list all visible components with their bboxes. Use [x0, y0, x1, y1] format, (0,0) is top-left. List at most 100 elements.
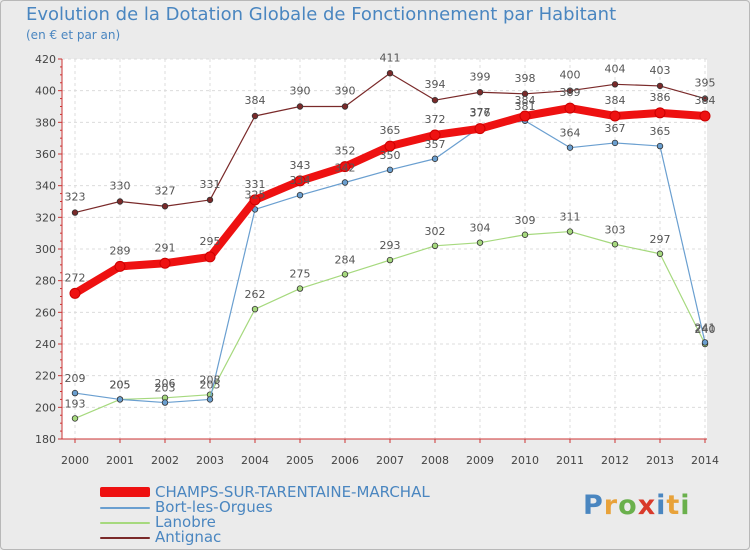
data-label: 404	[605, 62, 626, 75]
data-label: 395	[695, 77, 716, 90]
data-point	[114, 260, 126, 272]
data-point	[204, 251, 216, 263]
data-point	[206, 196, 214, 204]
y-tick-label: 420	[35, 53, 56, 66]
data-point	[71, 209, 79, 216]
data-label: 384	[695, 94, 716, 107]
data-label: 241	[695, 321, 716, 334]
data-point	[474, 123, 486, 135]
data-label: 295	[200, 235, 221, 248]
data-label: 206	[155, 377, 176, 390]
data-label: 297	[650, 233, 671, 246]
data-label: 411	[380, 51, 401, 64]
data-point	[611, 81, 619, 88]
data-label: 384	[245, 94, 266, 107]
data-label: 403	[650, 64, 671, 77]
data-point	[296, 191, 304, 199]
data-point	[69, 287, 81, 299]
data-point	[566, 144, 574, 151]
data-label: 205	[200, 378, 221, 391]
data-point	[476, 89, 484, 96]
data-point	[656, 82, 664, 90]
data-label: 357	[425, 138, 446, 151]
data-point	[116, 198, 124, 205]
data-label: 376	[470, 107, 491, 120]
data-point	[656, 250, 664, 257]
data-label: 400	[560, 69, 581, 82]
data-label: 352	[335, 145, 356, 158]
y-tick-label: 220	[35, 370, 56, 383]
legend-label: CHAMPS-SUR-TARENTAINE-MARCHAL	[155, 483, 430, 501]
data-label: 372	[425, 113, 446, 126]
plot-background	[62, 59, 707, 439]
data-label: 367	[605, 122, 626, 135]
y-tick-label: 400	[35, 85, 56, 98]
data-point	[431, 155, 439, 162]
logo-letter: o	[618, 490, 638, 521]
data-label: 289	[110, 244, 131, 257]
data-point	[251, 305, 259, 313]
data-label: 208	[200, 374, 221, 387]
legend-label: Antignac	[155, 528, 222, 546]
data-point	[161, 203, 169, 210]
y-tick-label: 280	[35, 275, 56, 288]
y-tick-label: 180	[35, 433, 56, 446]
y-tick-label: 360	[35, 148, 56, 161]
data-label: 293	[380, 239, 401, 252]
data-label: 325	[245, 188, 266, 201]
data-point	[116, 396, 124, 403]
data-label: 304	[470, 222, 491, 235]
data-label: 381	[515, 100, 536, 113]
data-label: 240	[695, 323, 716, 336]
data-point	[161, 399, 169, 406]
data-label: 323	[65, 191, 86, 204]
data-label: 291	[155, 241, 176, 254]
x-tick-label: 2014	[691, 454, 719, 467]
data-label: 205	[110, 378, 131, 391]
data-point	[384, 140, 396, 152]
x-tick-label: 2003	[196, 454, 224, 467]
data-label: 365	[380, 124, 401, 137]
chart-title: Evolution de la Dotation Globale de Fonc…	[26, 4, 617, 25]
x-tick-label: 2012	[601, 454, 629, 467]
data-label: 303	[605, 223, 626, 236]
data-label: 330	[110, 180, 131, 193]
data-label: 272	[65, 271, 86, 284]
legend-label: Lanobre	[155, 513, 216, 531]
x-tick-label: 2001	[106, 454, 134, 467]
data-point	[431, 96, 439, 104]
data-label: 209	[65, 372, 86, 385]
x-tick-label: 2011	[556, 454, 584, 467]
y-tick-label: 300	[35, 243, 56, 256]
data-point	[341, 179, 349, 186]
y-tick-label: 340	[35, 180, 56, 193]
y-tick-label: 380	[35, 116, 56, 129]
data-point	[386, 70, 394, 77]
x-tick-label: 2005	[286, 454, 314, 467]
data-label: 386	[650, 91, 671, 104]
data-label: 390	[335, 85, 356, 98]
logo-letter: P	[583, 490, 604, 521]
data-point	[699, 110, 711, 122]
x-tick-label: 2010	[511, 454, 539, 467]
data-label: 205	[110, 378, 131, 391]
x-tick-label: 2002	[151, 454, 179, 467]
data-label: 203	[155, 382, 176, 395]
legend-swatch	[100, 537, 150, 539]
logo-letter: i	[656, 490, 667, 521]
y-tick-label: 260	[35, 306, 56, 319]
x-tick-label: 2000	[61, 454, 89, 467]
y-tick-label: 320	[35, 211, 56, 224]
x-tick-label: 2004	[241, 454, 269, 467]
data-label: 384	[605, 94, 626, 107]
data-point	[564, 102, 576, 114]
data-point	[521, 231, 529, 238]
data-point	[294, 175, 306, 187]
data-point	[611, 241, 619, 248]
data-label: 331	[245, 178, 266, 191]
x-tick-label: 2009	[466, 454, 494, 467]
data-point	[701, 95, 709, 102]
data-label: 311	[560, 211, 581, 224]
y-tick-label: 240	[35, 338, 56, 351]
